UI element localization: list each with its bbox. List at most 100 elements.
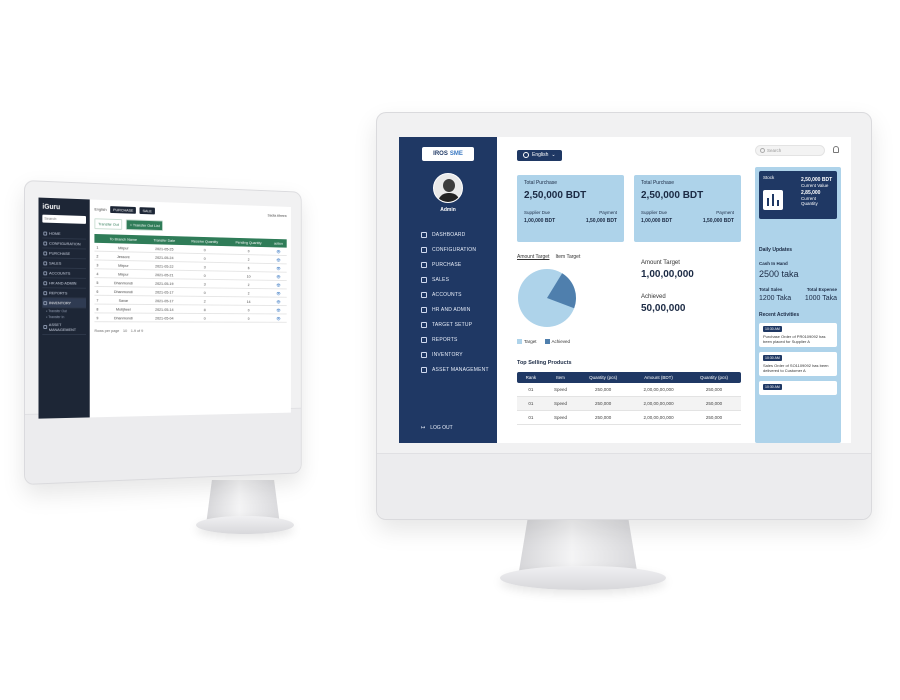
table-cell: 250,000 <box>687 410 741 425</box>
card-value: 2,50,000 BDT <box>524 190 587 201</box>
purchase-card-2: Total Purchase 2,50,000 BDT Supplier Due… <box>634 175 741 242</box>
left-topbar: English PURCHASE SALE Sadia Afreen <box>94 204 287 220</box>
sidebar-item-reports[interactable]: REPORTS <box>399 332 497 347</box>
left-nav-label: ACCOUNTS <box>49 270 71 276</box>
view-icon[interactable]: 👁 <box>270 297 287 306</box>
bell-icon[interactable] <box>833 146 839 153</box>
legend-swatch-target <box>517 339 522 345</box>
left-nav-label: PURCHASE <box>49 250 71 256</box>
column-header: Amount (BDT) <box>630 372 688 383</box>
table-cell: 2,00,00,00,000 <box>630 383 688 397</box>
view-icon[interactable]: 👁 <box>270 280 287 289</box>
view-icon[interactable]: 👁 <box>270 313 287 323</box>
sidebar-item-configuration[interactable]: CONFIGURATION <box>399 242 497 257</box>
left-sale-button[interactable]: SALE <box>139 206 155 214</box>
table-cell: Savar <box>100 295 146 305</box>
left-nav-item-reports[interactable]: REPORTS <box>42 288 86 299</box>
view-icon[interactable]: 👁 <box>270 263 287 273</box>
left-search-input[interactable]: Search <box>42 214 86 224</box>
sidebar-item-dashboard[interactable]: DASHBOARD <box>399 227 497 242</box>
left-nav-asset-management[interactable]: ASSET MANAGEMENT <box>42 320 86 335</box>
left-screen: iGuru Search HOME CONFIGURATION PURCHASE SA… <box>38 197 291 419</box>
left-nav: HOME CONFIGURATION PURCHASE SALES ACCOUNTS HR… <box>42 228 86 309</box>
table-cell: 2,00,00,00,000 <box>630 410 688 425</box>
stock-card: Stock 2,50,000 BDT Current Value 2,85,00… <box>759 171 837 219</box>
cash-in-hand-label: Cash In Hand <box>759 261 788 266</box>
table-cell: 0 <box>226 305 271 314</box>
table-cell: 2021-05-14 <box>145 304 183 314</box>
tab-transfer-out[interactable]: Transfer Out <box>94 218 123 230</box>
table-cell: 01 <box>517 383 545 397</box>
tab-transfer-out-list[interactable]: + Transfer Out List <box>126 219 164 232</box>
table-cell: Dhanmondi <box>100 286 146 296</box>
nav-icon <box>43 325 47 330</box>
tab-amount-target[interactable]: Amount Target <box>517 254 550 260</box>
pie-legend: Target Achieved <box>517 339 637 345</box>
tab-item-target[interactable]: Item Target <box>555 254 581 260</box>
sidebar-item-target-setup[interactable]: TARGET SETUP <box>399 317 497 332</box>
activity-item[interactable]: 10:30 AM <box>759 381 837 395</box>
table-cell: 01 <box>517 410 545 425</box>
totals-values: 1200 Taka 1000 Taka <box>759 295 837 302</box>
right-sidebar: IROS SME Admin DASHBOARD CONFIGURATION PUR… <box>399 137 497 443</box>
left-user-name[interactable]: Sadia Afreen <box>267 212 287 218</box>
sidebar-item-hr-and-admin[interactable]: HR AND ADMIN <box>399 302 497 317</box>
table-cell: 8 <box>182 304 227 314</box>
stock-left: Stock <box>763 175 783 215</box>
left-nav-label: HOME <box>49 230 61 236</box>
table-cell: 250,000 <box>687 396 741 411</box>
nav-icon <box>421 366 427 373</box>
totals-labels: Total Sales Total Expense <box>759 287 837 292</box>
nav-icon <box>43 240 48 246</box>
brand-logo: IROS SME <box>422 147 474 161</box>
sidebar-item-inventory[interactable]: INVENTORY <box>399 347 497 362</box>
language-select[interactable]: English ⌄ <box>517 149 562 161</box>
target-pie-panel: Amount Target Item Target Target Achieve… <box>517 254 637 354</box>
avatar[interactable] <box>433 173 463 203</box>
nav-icon <box>43 250 48 255</box>
logout-button[interactable]: ↦ LOG OUT <box>421 425 453 431</box>
left-lang-select[interactable]: English <box>94 206 107 212</box>
card-left-label: Supplier Due <box>524 210 551 215</box>
rows-per-page-select[interactable]: 10 <box>122 328 128 333</box>
sidebar-item-label: DASHBOARD <box>432 231 466 238</box>
globe-icon <box>523 152 529 158</box>
total-sales-label: Total Sales <box>759 287 783 292</box>
sidebar-item-accounts[interactable]: ACCOUNTS <box>399 287 497 302</box>
search-placeholder: Search <box>767 148 782 153</box>
view-icon[interactable]: 👁 <box>270 255 287 264</box>
total-expense-value: 1000 Taka <box>804 295 837 302</box>
sidebar-item-asset-management[interactable]: ASSET MANAGEMENT <box>399 362 497 377</box>
left-nav-item-hr-and-admin[interactable]: HR AND ADMIN <box>42 278 86 289</box>
activity-text: Sales Order of SO1109092 has been delive… <box>763 363 829 373</box>
activity-item[interactable]: 10:30 AM Sales Order of SO1109092 has bee… <box>759 352 837 376</box>
activity-item[interactable]: 10:30 AM Purchase Order of PR0109092 has … <box>759 323 837 347</box>
table-row[interactable]: 01 Speed 250,000 2,00,00,00,000 250,000 <box>517 383 741 397</box>
left-nav-label: HR AND ADMIN <box>49 280 77 286</box>
card-left-value: 1,00,000 BDT <box>641 218 673 224</box>
left-purchase-button[interactable]: PURCHASE <box>110 205 137 214</box>
search-input[interactable]: Search <box>755 145 825 156</box>
sidebar-item-purchase[interactable]: PURCHASE <box>399 257 497 272</box>
view-icon[interactable]: 👁 <box>270 288 287 298</box>
view-icon[interactable]: 👁 <box>270 305 287 314</box>
avatar-body <box>438 193 460 202</box>
view-icon[interactable]: 👁 <box>270 271 287 281</box>
left-nav-item-accounts[interactable]: ACCOUNTS <box>42 268 86 279</box>
table-row[interactable]: 01 Speed 250,000 2,00,00,00,000 250,000 <box>517 410 741 425</box>
table-row[interactable]: 01 Speed 250,000 2,00,00,00,000 250,000 <box>517 396 741 411</box>
legend-target-label: Target <box>524 339 537 344</box>
left-nav-item-inventory[interactable]: INVENTORY <box>42 298 86 309</box>
sidebar-item-sales[interactable]: SALES <box>399 272 497 287</box>
card-title: Total Purchase <box>524 180 558 186</box>
left-subnav: • Transfer Out • Transfer In <box>42 308 86 320</box>
avatar-head <box>443 179 455 192</box>
table-cell: 2021-05-17 <box>145 295 183 305</box>
summary-cards: Total Purchase 2,50,000 BDT Supplier Due… <box>517 175 741 242</box>
table-cell: 2,00,00,00,000 <box>630 396 688 411</box>
table-cell: Speed <box>544 410 577 425</box>
right-monitor-foot <box>500 566 666 590</box>
right-main: English ⌄ Total Purchase 2,50,000 BDT Su… <box>497 137 751 443</box>
activity-time: 10:30 AM <box>763 326 782 332</box>
rows-per-page-label: Rows per page <box>94 328 120 333</box>
